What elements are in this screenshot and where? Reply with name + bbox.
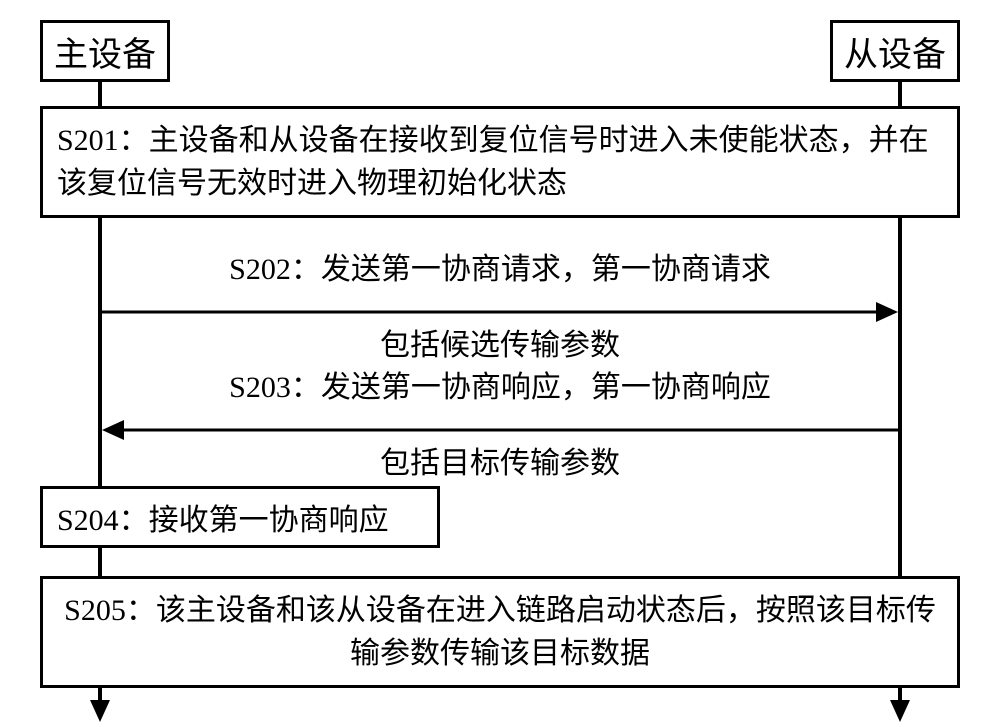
- arrow-s202-head: [876, 302, 898, 322]
- lifeline-slave-seg3: [898, 688, 902, 710]
- msg-s202-line1-text: S202：发送第一协商请求，第一协商请求: [229, 253, 771, 286]
- msg-s202-line2-text: 包括候选传输参数: [380, 329, 620, 362]
- actor-slave-label: 从设备: [844, 27, 946, 76]
- step-s204: S204：接收第一协商响应: [40, 486, 440, 548]
- step-s205-text: S205：该主设备和该从设备在进入链路启动状态后，按照该目标传输参数传输该目标数…: [57, 589, 943, 676]
- actor-master: 主设备: [40, 20, 170, 82]
- msg-s202-line2: 包括候选传输参数: [150, 320, 850, 364]
- lifeline-master-seg2: [98, 218, 102, 486]
- msg-s203-line2: 包括目标传输参数: [150, 438, 850, 482]
- msg-s203-line1-text: S203：发送第一协商响应，第一协商响应: [229, 371, 771, 404]
- step-s205: S205：该主设备和该从设备在进入链路启动状态后，按照该目标传输参数传输该目标数…: [40, 576, 960, 688]
- msg-s202-line1: S202：发送第一协商请求，第一协商请求: [150, 244, 850, 288]
- actor-slave: 从设备: [830, 20, 960, 82]
- step-s201-text: S201：主设备和从设备在接收到复位信号时进入未使能状态，并在该复位信号无效时进…: [57, 119, 943, 206]
- actor-master-label: 主设备: [54, 27, 156, 76]
- step-s201: S201：主设备和从设备在接收到复位信号时进入未使能状态，并在该复位信号无效时进…: [40, 106, 960, 218]
- msg-s203-line1: S203：发送第一协商响应，第一协商响应: [150, 362, 850, 406]
- lifeline-master: [98, 82, 102, 106]
- lifeline-master-seg3: [98, 548, 102, 576]
- lifeline-slave: [898, 82, 902, 106]
- sequence-diagram: 主设备 从设备 S201：主设备和从设备在接收到复位信号时进入未使能状态，并在该…: [0, 0, 1000, 727]
- step-s204-text: S204：接收第一协商响应: [57, 495, 389, 539]
- msg-s203-line2-text: 包括目标传输参数: [380, 447, 620, 480]
- lifeline-slave-seg2: [898, 218, 902, 576]
- lifeline-master-seg4: [98, 688, 102, 710]
- arrow-s203-head: [102, 420, 124, 440]
